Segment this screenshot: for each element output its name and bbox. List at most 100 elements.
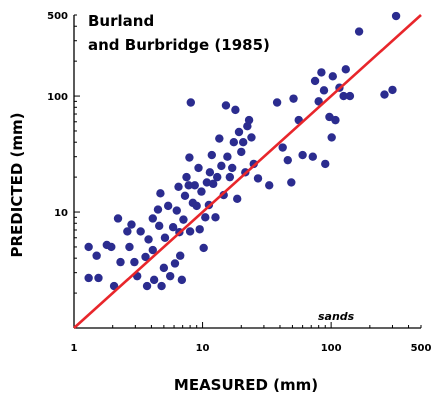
data-point: [265, 181, 274, 190]
data-point: [283, 155, 292, 165]
data-point: [202, 178, 212, 187]
y-tick-labels: 10 100 500: [47, 11, 68, 219]
data-point: [144, 235, 153, 244]
data-point: [219, 190, 228, 200]
data-point: [168, 222, 178, 232]
data-points: [84, 11, 401, 291]
data-point: [354, 27, 364, 36]
data-point: [84, 242, 93, 252]
data-point: [319, 86, 329, 95]
data-point: [345, 91, 355, 101]
data-point: [142, 281, 152, 291]
data-point: [211, 213, 220, 222]
data-point: [177, 275, 187, 285]
data-point: [94, 273, 103, 283]
data-point: [253, 174, 263, 183]
data-point: [244, 115, 254, 125]
x-tick-label: 1: [71, 343, 78, 354]
data-point: [221, 101, 231, 110]
data-point: [123, 227, 132, 236]
data-point: [278, 143, 287, 152]
data-point: [233, 194, 242, 204]
data-point: [182, 172, 191, 182]
data-point: [184, 181, 193, 190]
data-point: [185, 153, 194, 162]
y-tick-label: 500: [47, 11, 68, 22]
data-point: [113, 214, 123, 223]
data-point: [310, 76, 320, 86]
x-tick-labels: 1 10 100 500: [71, 343, 431, 354]
chart-title-line-2: and Burbridge (1985): [88, 36, 270, 54]
x-axis-title: MEASURED (mm): [174, 376, 318, 394]
data-point: [249, 159, 258, 169]
data-point: [148, 214, 157, 223]
data-point: [160, 233, 170, 242]
data-point: [194, 163, 203, 173]
data-point: [207, 150, 217, 160]
fit-line-layer: [73, 14, 422, 329]
data-point: [238, 138, 248, 147]
axis-ticks: [73, 14, 422, 329]
one-to-one-line: [73, 14, 422, 329]
data-point: [159, 263, 169, 273]
data-point: [227, 163, 237, 173]
data-point: [109, 281, 119, 291]
data-point: [107, 242, 116, 252]
data-point: [217, 161, 226, 171]
data-point: [388, 85, 397, 95]
data-point: [321, 159, 330, 169]
data-point: [163, 201, 173, 211]
y-tick-label: 10: [54, 208, 68, 219]
data-point: [157, 281, 166, 291]
data-point: [148, 245, 157, 255]
data-point: [328, 72, 337, 81]
data-point: [180, 191, 190, 201]
data-point: [165, 271, 175, 281]
data-point: [176, 251, 185, 260]
data-point: [136, 227, 145, 236]
data-point: [130, 257, 139, 267]
data-point: [391, 11, 401, 21]
data-point: [125, 242, 134, 252]
data-point: [209, 179, 218, 189]
data-point: [155, 221, 164, 231]
data-point: [231, 105, 240, 115]
data-point: [289, 94, 298, 103]
data-point: [185, 227, 195, 236]
data-point: [127, 220, 136, 229]
data-point: [92, 251, 101, 260]
data-point: [205, 168, 215, 177]
data-point: [197, 187, 206, 196]
data-point: [272, 98, 282, 107]
data-point: [215, 134, 224, 143]
data-point: [225, 172, 235, 182]
data-point: [153, 205, 163, 214]
x-tick-label: 100: [321, 343, 342, 354]
data-point: [172, 206, 181, 215]
data-point: [170, 259, 180, 268]
data-point: [116, 257, 125, 267]
data-point: [247, 133, 256, 142]
data-point: [199, 243, 208, 253]
x-tick-label: 500: [411, 343, 431, 354]
data-point: [287, 178, 296, 187]
chart-title-line-1: Burland: [88, 12, 154, 30]
data-point: [149, 275, 159, 285]
data-point: [156, 189, 165, 198]
data-point: [314, 97, 323, 106]
data-point: [308, 152, 317, 161]
data-point: [213, 172, 222, 182]
y-axis-title: PREDICTED (mm): [8, 113, 26, 258]
data-point: [201, 213, 210, 222]
data-point: [195, 225, 204, 234]
data-point: [380, 90, 389, 99]
data-point: [192, 201, 201, 211]
plot-frame: [73, 15, 421, 329]
data-point: [298, 150, 307, 160]
data-point: [174, 182, 183, 192]
data-point: [327, 133, 336, 142]
data-point: [179, 215, 188, 224]
data-point: [84, 273, 93, 283]
data-point: [237, 147, 246, 157]
